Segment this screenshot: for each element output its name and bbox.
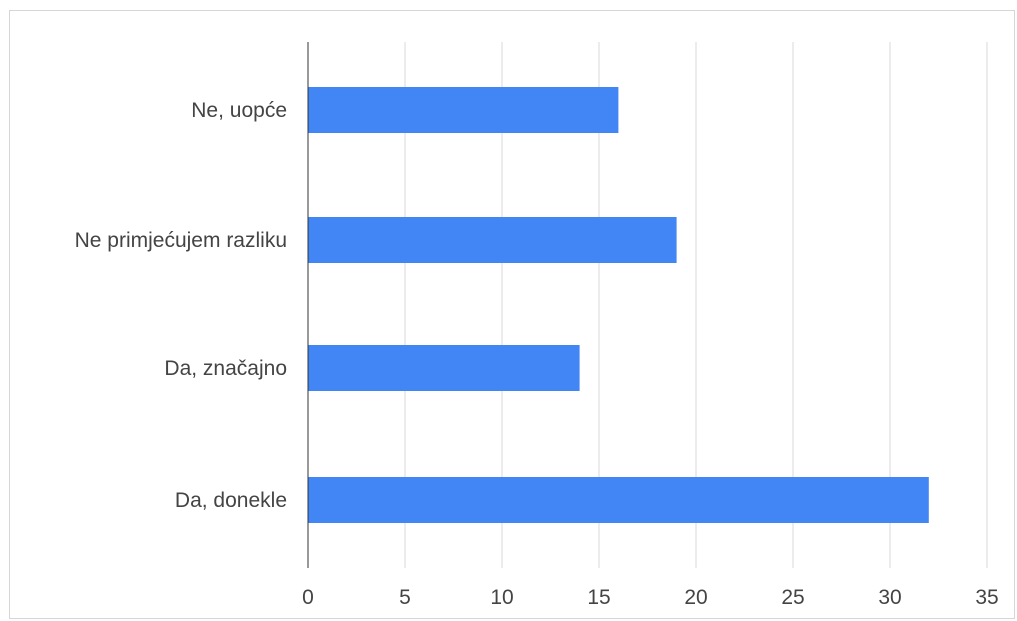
tick-label-35: 35 (975, 586, 998, 609)
category-label-0: Ne, uopće (191, 99, 287, 122)
tick-label-5: 5 (399, 586, 411, 609)
bars (308, 87, 929, 523)
x-axis-tick-labels: 0 5 10 15 20 25 30 35 (302, 586, 999, 609)
category-label-2: Da, značajno (164, 357, 287, 380)
tick-label-10: 10 (490, 586, 513, 609)
bar-2 (308, 345, 580, 391)
tick-label-15: 15 (587, 586, 610, 609)
bar-1 (308, 217, 677, 263)
bar-3 (308, 477, 929, 523)
bar-0 (308, 87, 619, 133)
category-label-1: Ne primjećujem razliku (75, 229, 287, 252)
tick-label-30: 30 (878, 586, 901, 609)
category-labels: Ne, uopće Ne primjećujem razliku Da, znača… (75, 99, 287, 512)
tick-label-25: 25 (781, 586, 804, 609)
category-label-3: Da, donekle (175, 489, 287, 512)
tick-label-20: 20 (684, 586, 707, 609)
tick-label-0: 0 (302, 586, 314, 609)
